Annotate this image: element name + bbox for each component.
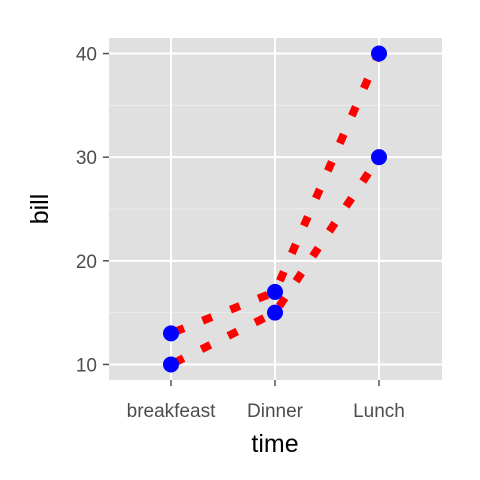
y-tick-label: 30: [76, 148, 97, 169]
x-tick-label: Dinner: [247, 401, 304, 422]
x-tick-label: breakfeast: [127, 401, 216, 422]
y-axis-title: bill: [26, 194, 54, 225]
y-tick-label: 40: [76, 45, 97, 66]
series-line: [169, 154, 383, 369]
data-point: [163, 325, 179, 342]
x-tick-label: Lunch: [353, 401, 405, 422]
y-tick-label: 10: [76, 355, 97, 376]
data-point: [371, 149, 387, 166]
series-lines: [169, 51, 383, 369]
axes: 10 20 30 40 breakfeast Dinner Lunch: [76, 45, 405, 422]
data-point: [163, 356, 179, 373]
y-tick-label: 20: [76, 252, 97, 273]
data-points: [163, 45, 387, 373]
data-point: [267, 283, 283, 300]
data-point: [267, 304, 283, 321]
data-point: [371, 45, 387, 62]
x-axis-title: time: [251, 430, 298, 458]
series-line: [169, 51, 383, 338]
